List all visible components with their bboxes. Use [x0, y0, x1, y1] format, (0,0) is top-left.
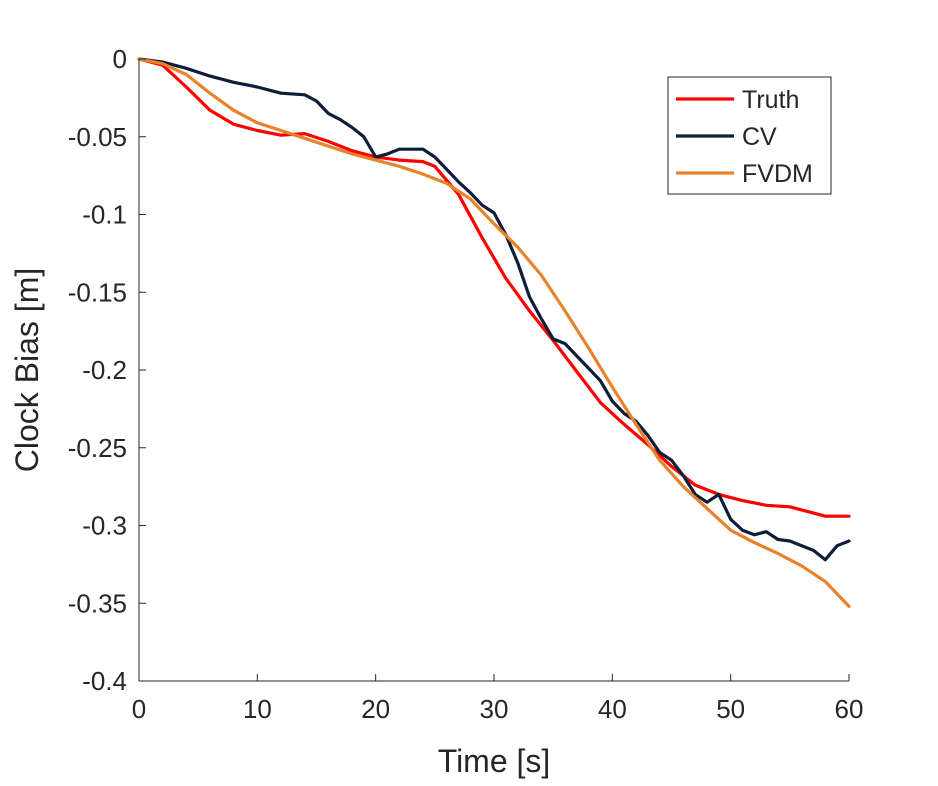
y-axis-title: Clock Bias [m] [9, 268, 45, 472]
x-axis-title: Time [s] [438, 743, 551, 779]
legend-label-cv: CV [742, 123, 777, 151]
x-tick-label: 30 [480, 694, 509, 724]
legend: Truth CV FVDM [667, 76, 832, 195]
x-tick-label: 10 [243, 694, 272, 724]
plot-area [137, 57, 851, 609]
y-tick-label: -0.05 [68, 122, 127, 152]
series-line-cv [137, 57, 851, 562]
legend-label-fvdm: FVDM [742, 160, 813, 188]
axes: 0 10 20 30 40 50 60 0 -0.05 -0.1 -0.15 -0.2 -0.25 -0.… [68, 44, 864, 724]
x-tick-label: 20 [361, 694, 390, 724]
y-tick-label: -0.3 [82, 511, 127, 541]
y-tick-label: -0.4 [82, 666, 127, 696]
x-tick-label: 0 [132, 694, 146, 724]
x-tick-label: 60 [835, 694, 864, 724]
y-tick-label: -0.1 [82, 200, 127, 230]
y-tick-label: -0.2 [82, 355, 127, 385]
y-tick-label: 0 [113, 44, 127, 74]
x-tick-label: 50 [716, 694, 745, 724]
y-tick-label: -0.25 [68, 433, 127, 463]
x-tick-label: 40 [598, 694, 627, 724]
legend-label-truth: Truth [742, 86, 799, 114]
y-tick-label: -0.35 [68, 588, 127, 618]
series-line-fvdm [137, 57, 851, 609]
series-line-truth [137, 57, 851, 518]
y-tick-label: -0.15 [68, 277, 127, 307]
